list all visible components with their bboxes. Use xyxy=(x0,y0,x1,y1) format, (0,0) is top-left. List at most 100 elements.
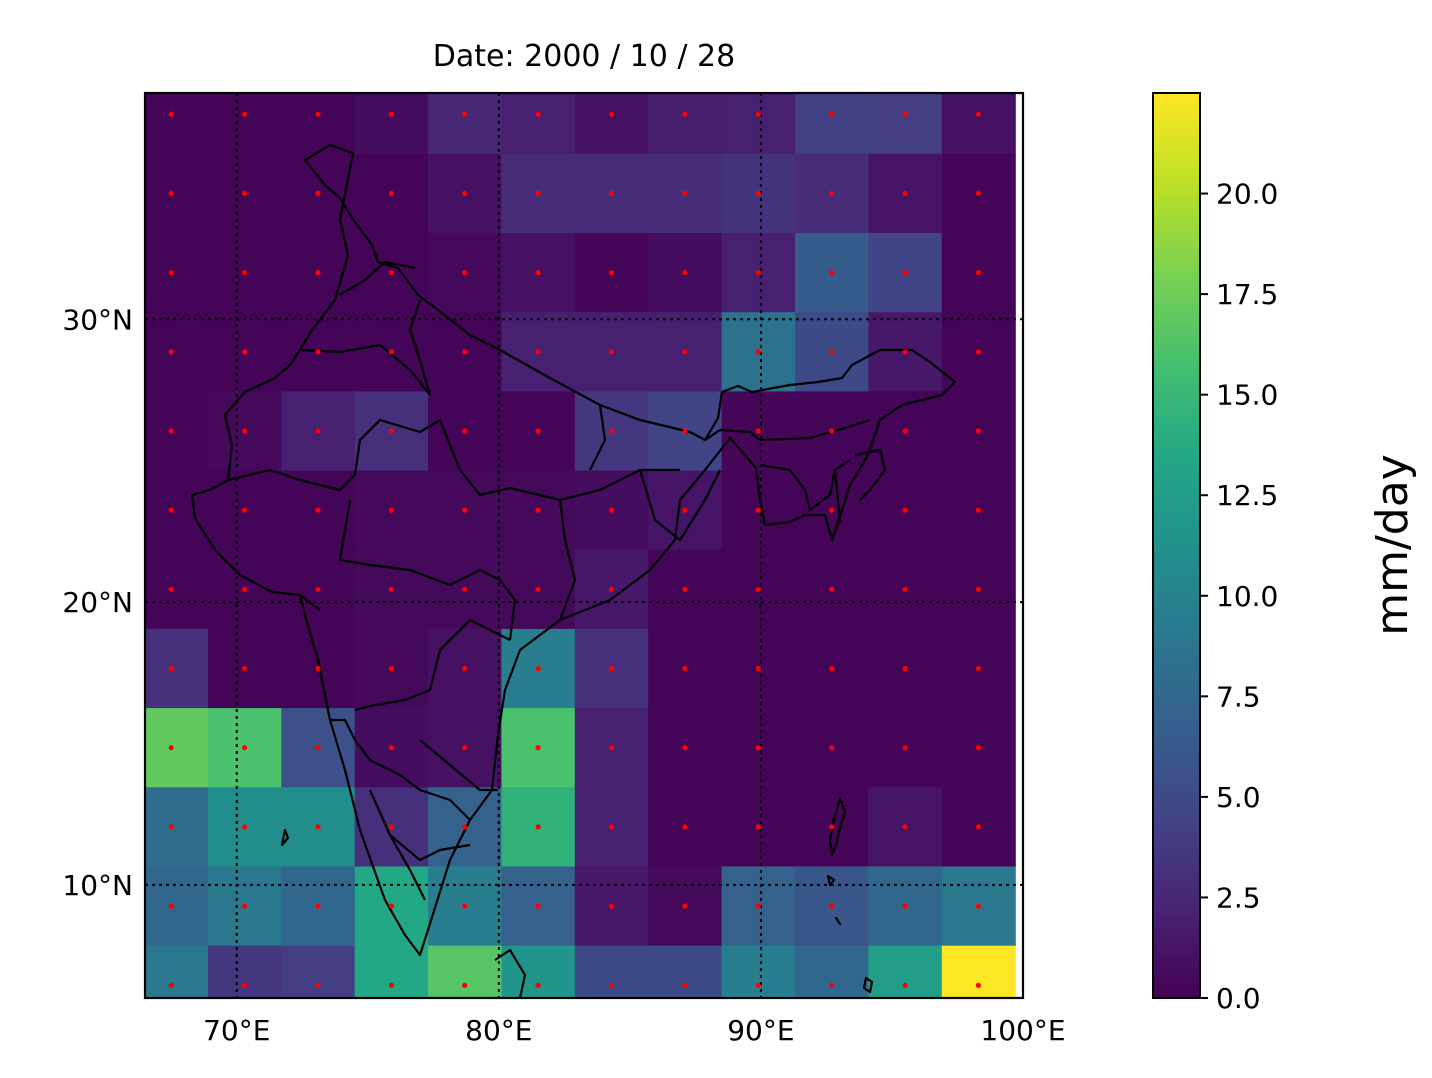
precip-cell xyxy=(145,945,209,998)
grid-point-marker xyxy=(755,190,761,196)
grid-point-marker xyxy=(388,665,394,672)
grid-point-marker xyxy=(608,665,615,672)
grid-point-marker xyxy=(902,903,908,909)
grid-point-marker xyxy=(975,111,982,117)
grid-point-marker xyxy=(755,111,761,117)
precip-cell xyxy=(941,93,1016,155)
grid-point-marker xyxy=(168,349,174,355)
grid-point-marker xyxy=(315,745,321,751)
grid-point-marker xyxy=(462,824,468,830)
grid-point-marker xyxy=(462,982,468,988)
grid-point-marker xyxy=(388,507,394,513)
grid-point-marker xyxy=(315,428,321,434)
grid-point-marker xyxy=(242,745,248,751)
grid-point-marker xyxy=(462,586,468,592)
grid-point-marker xyxy=(608,982,615,988)
grid-point-marker xyxy=(608,428,615,434)
colorbar-tick-label: 2.5 xyxy=(1216,881,1261,914)
precip-cell xyxy=(868,93,943,155)
precip-cell xyxy=(145,708,209,788)
chart-title: Date: 2000 / 10 / 28 xyxy=(433,39,735,74)
grid-point-marker xyxy=(242,824,248,830)
grid-point-marker xyxy=(535,903,541,909)
precip-cell xyxy=(795,93,869,155)
grid-point-marker xyxy=(168,745,174,751)
grid-point-marker xyxy=(462,507,468,513)
grid-point-marker xyxy=(535,270,541,276)
grid-point-marker xyxy=(462,190,468,196)
grid-point-marker xyxy=(168,190,174,196)
grid-point-marker xyxy=(975,349,982,355)
grid-point-marker xyxy=(902,349,908,355)
colorbar-tick-label: 5.0 xyxy=(1216,781,1261,814)
precip-cell xyxy=(207,945,282,998)
grid-point-marker xyxy=(608,111,615,117)
latitude-tick-label: 30°N xyxy=(62,303,133,336)
grid-point-marker xyxy=(829,824,835,830)
grid-point-marker xyxy=(829,349,835,355)
grid-point-marker xyxy=(388,745,394,751)
grid-point-marker xyxy=(829,270,835,276)
grid-point-marker xyxy=(242,190,248,196)
precip-cell xyxy=(648,945,723,998)
grid-point-marker xyxy=(902,745,908,751)
latitude-labels: 10°N 20°N 30°N xyxy=(62,303,133,902)
grid-point-marker xyxy=(755,665,761,672)
grid-point-marker xyxy=(315,665,321,672)
andaman-islands xyxy=(826,796,874,994)
grid-point-marker xyxy=(829,111,835,117)
grid-point-marker xyxy=(168,270,174,276)
grid-point-marker xyxy=(608,586,615,592)
grid-point-marker xyxy=(242,507,248,513)
grid-point-marker xyxy=(902,507,908,513)
grid-point-marker xyxy=(975,665,982,672)
precip-cell xyxy=(941,945,1016,998)
grid-point-marker xyxy=(242,428,248,434)
sri-lanka-boundary xyxy=(494,948,527,998)
colorbar-tick-label: 15.0 xyxy=(1216,379,1278,412)
grid-point-marker xyxy=(829,745,835,751)
grid-point-marker xyxy=(975,190,982,196)
grid-point-marker xyxy=(755,903,761,909)
country-state-boundaries xyxy=(190,143,957,998)
precip-cell xyxy=(574,93,649,155)
grid-point-marker xyxy=(755,270,761,276)
colorbar-tick-label: 0.0 xyxy=(1216,982,1261,1015)
grid-point-marker xyxy=(902,824,908,830)
grid-point-marker xyxy=(388,982,394,988)
colorbar-tick-label: 17.5 xyxy=(1216,278,1278,311)
grid-point-marker xyxy=(242,903,248,909)
precip-cell xyxy=(145,391,209,472)
grid-point-marker xyxy=(168,824,174,830)
grid-point-marker xyxy=(975,982,982,988)
grid-point-marker xyxy=(535,111,541,117)
grid-point-marker xyxy=(902,111,908,117)
colorbar-label: mm/day xyxy=(1367,454,1418,635)
grid-point-marker xyxy=(902,270,908,276)
grid-point-marker xyxy=(388,586,394,592)
grid-point-marker xyxy=(682,586,688,592)
precip-cell xyxy=(207,93,282,155)
grid-point-marker xyxy=(755,824,761,830)
grid-point-marker xyxy=(535,190,541,196)
precipitation-cells xyxy=(145,93,1016,998)
grid-point-marker xyxy=(829,982,835,988)
grid-point-marker xyxy=(608,507,615,513)
grid-point-marker xyxy=(975,824,982,830)
precip-cell xyxy=(574,945,649,998)
grid-point-marker xyxy=(682,507,688,513)
northeast-boundary xyxy=(704,418,887,541)
latitude-tick-label: 20°N xyxy=(62,586,133,619)
grid-point-marker xyxy=(975,270,982,276)
grid-point-marker xyxy=(242,586,248,592)
grid-point-marker xyxy=(975,745,982,751)
grid-point-marker xyxy=(755,507,761,513)
grid-point-marker xyxy=(682,665,688,672)
grid-point-marker xyxy=(829,190,835,196)
grid-point-marker xyxy=(242,111,248,117)
latitude-tick-label: 10°N xyxy=(62,869,133,902)
precip-cell xyxy=(868,945,943,998)
grid-point-marker xyxy=(902,982,908,988)
grid-point-marker xyxy=(315,586,321,592)
